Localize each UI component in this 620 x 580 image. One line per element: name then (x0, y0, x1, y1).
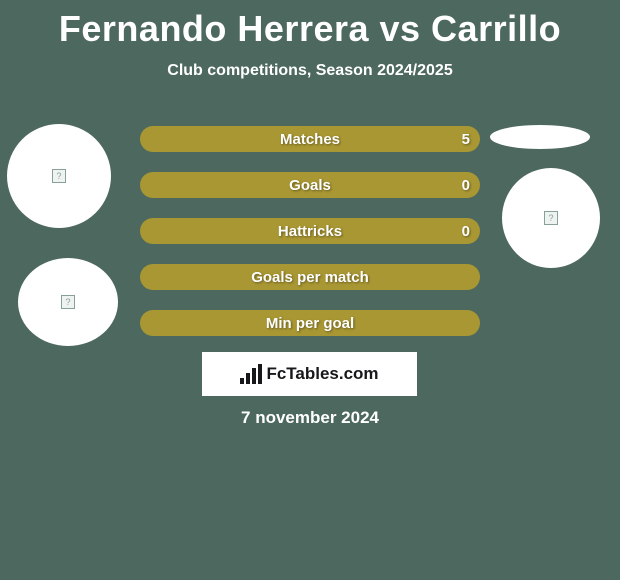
avatar-circle-bottom-left: ? (18, 258, 118, 346)
stat-label: Goals per match (251, 269, 369, 286)
stat-row-matches: Matches 5 (140, 126, 480, 152)
stat-row-goals-per-match: Goals per match (140, 264, 480, 290)
bars-icon (240, 364, 262, 384)
stat-row-hattricks: Hattricks 0 (140, 218, 480, 244)
stat-value: 0 (462, 177, 470, 194)
stat-value: 0 (462, 223, 470, 240)
branding-box: FcTables.com (202, 352, 417, 396)
avatar-circle-right: ? (502, 168, 600, 268)
image-placeholder-icon: ? (544, 211, 558, 225)
stat-label: Hattricks (278, 223, 342, 240)
stat-row-goals: Goals 0 (140, 172, 480, 198)
page-title: Fernando Herrera vs Carrillo (0, 0, 620, 50)
page-subtitle: Club competitions, Season 2024/2025 (0, 62, 620, 80)
date-label: 7 november 2024 (0, 408, 620, 428)
branding-text: FcTables.com (266, 364, 378, 384)
stat-label: Min per goal (266, 315, 354, 332)
image-placeholder-icon: ? (61, 295, 75, 309)
stat-value: 5 (462, 131, 470, 148)
stats-container: Matches 5 Goals 0 Hattricks 0 Goals per … (140, 126, 480, 356)
stat-row-min-per-goal: Min per goal (140, 310, 480, 336)
decorative-ellipse (490, 125, 590, 149)
image-placeholder-icon: ? (52, 169, 66, 183)
stat-label: Matches (280, 131, 340, 148)
avatar-circle-top-left: ? (7, 124, 111, 228)
stat-label: Goals (289, 177, 331, 194)
